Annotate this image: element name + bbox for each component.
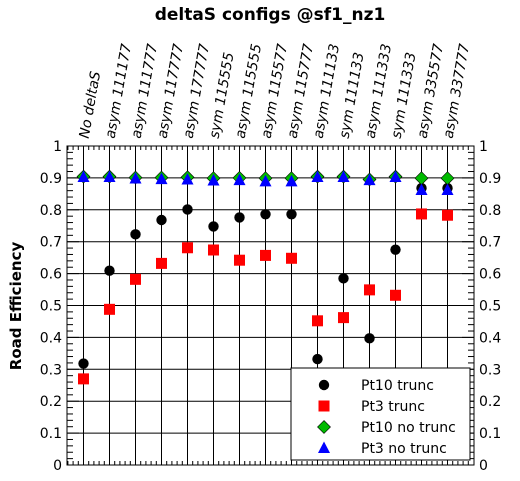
point-pt10-trunc	[104, 265, 115, 276]
y-tick-label-right: 0.4	[479, 330, 501, 346]
point-pt3-trunc	[312, 315, 323, 327]
point-pt3-no-trunc	[389, 170, 402, 182]
y-tick-label: 0.1	[40, 426, 62, 442]
point-pt10-no-trunc	[440, 171, 455, 186]
y-tick-label-right: 0.2	[479, 394, 501, 410]
legend-label: Pt10 no trunc	[361, 420, 456, 436]
point-pt10-no-trunc	[414, 171, 429, 186]
legend-label: Pt3 trunc	[361, 399, 425, 415]
point-pt3-no-trunc	[207, 173, 220, 186]
point-pt3-no-trunc	[233, 173, 246, 186]
point-pt3-trunc	[208, 244, 219, 256]
point-pt3-no-trunc	[103, 170, 116, 182]
legend-marker	[318, 441, 330, 453]
y-tick-label-right: 1	[479, 139, 488, 155]
point-pt10-trunc	[260, 209, 271, 220]
point-pt3-trunc	[286, 252, 297, 264]
y-tick-label-right: 0.1	[479, 426, 501, 442]
point-pt10-trunc	[130, 229, 141, 240]
y-tick-label: 0.9	[40, 171, 62, 187]
point-pt10-trunc	[312, 353, 323, 365]
point-pt3-no-trunc	[155, 172, 168, 185]
y-tick-label-right: 0.7	[479, 235, 501, 251]
y-tick-label-right: 0.6	[479, 267, 501, 283]
y-tick-label: 1	[53, 139, 62, 155]
point-pt10-trunc	[364, 333, 375, 344]
point-pt3-no-trunc	[259, 174, 272, 187]
point-pt3-trunc	[130, 273, 141, 285]
point-pt10-trunc	[338, 273, 349, 284]
y-tick-label: 0.5	[40, 299, 62, 315]
point-pt10-trunc	[78, 358, 89, 369]
point-pt3-trunc	[416, 208, 427, 220]
y-tick-label-right: 0.5	[479, 299, 501, 315]
point-pt3-no-trunc	[77, 170, 90, 182]
chart-title: deltaS configs @sf1_nz1	[155, 5, 386, 25]
point-pt3-trunc	[104, 303, 115, 315]
point-pt3-trunc	[390, 289, 401, 301]
y-tick-label: 0.3	[40, 362, 62, 378]
point-pt3-trunc	[182, 242, 193, 254]
y-tick-label: 0.4	[40, 330, 62, 346]
y-tick-label: 0.7	[40, 235, 62, 251]
x-category-label: sym 115555	[207, 51, 238, 140]
y-axis-label: Road Efficiency	[7, 242, 25, 371]
legend-marker	[318, 379, 330, 391]
point-pt3-trunc	[234, 254, 245, 266]
y-tick-label-right: 0.3	[479, 362, 501, 378]
y-tick-label: 0.8	[40, 203, 62, 219]
point-pt3-no-trunc	[285, 174, 298, 187]
point-pt3-no-trunc	[337, 170, 350, 182]
x-category-label: asym 337777	[441, 43, 473, 140]
point-pt3-trunc	[364, 284, 375, 296]
point-pt3-trunc	[260, 249, 271, 261]
point-pt3-no-trunc	[363, 173, 376, 186]
point-pt3-no-trunc	[441, 183, 454, 196]
point-pt10-trunc	[286, 209, 297, 220]
point-pt10-trunc	[390, 244, 401, 255]
point-pt3-no-trunc	[415, 183, 428, 196]
x-category-label: sym 111133	[337, 51, 368, 140]
point-pt3-trunc	[78, 373, 89, 385]
legend-label: Pt10 trunc	[361, 378, 434, 394]
x-category-label: sym 111333	[389, 51, 420, 140]
y-tick-label: 0.2	[40, 394, 62, 410]
point-pt3-no-trunc	[129, 172, 142, 184]
y-tick-label: 0.6	[40, 267, 62, 283]
y-tick-label: 0	[53, 458, 62, 474]
y-tick-label-right: 0	[479, 458, 488, 474]
point-pt3-no-trunc	[181, 172, 194, 185]
legend-label: Pt3 no trunc	[361, 441, 447, 457]
legend-marker	[318, 400, 330, 412]
y-tick-label-right: 0.9	[479, 171, 501, 187]
plot-frame	[66, 145, 475, 466]
x-category-label: No deltaS	[77, 70, 105, 140]
point-pt10-trunc	[182, 204, 193, 215]
point-pt3-trunc	[156, 257, 167, 269]
point-pt3-trunc	[338, 312, 349, 324]
legend-marker	[317, 420, 331, 434]
point-pt10-trunc	[208, 221, 219, 232]
point-pt10-trunc	[234, 212, 245, 223]
point-pt3-no-trunc	[311, 170, 324, 182]
point-pt10-trunc	[156, 214, 167, 226]
point-pt3-trunc	[442, 209, 453, 221]
y-tick-label-right: 0.8	[479, 203, 501, 219]
